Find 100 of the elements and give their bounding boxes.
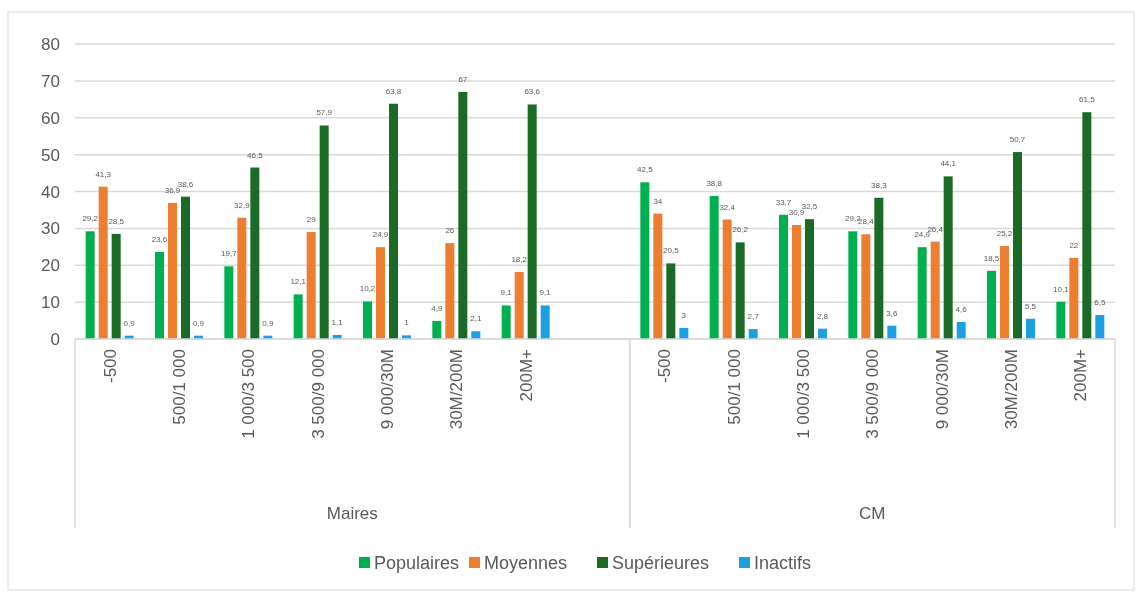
bar bbox=[471, 331, 481, 339]
data-label: 33,7 bbox=[775, 197, 792, 207]
bar bbox=[181, 196, 190, 339]
data-label: 4,6 bbox=[955, 305, 968, 315]
bar bbox=[640, 182, 650, 339]
y-tick-label: 70 bbox=[41, 71, 60, 91]
bar bbox=[237, 217, 247, 339]
data-label: 42,5 bbox=[637, 165, 654, 175]
bar bbox=[98, 186, 108, 339]
data-label: 46,5 bbox=[247, 150, 264, 160]
data-label: 44,1 bbox=[940, 159, 957, 169]
data-label: 12,1 bbox=[290, 277, 307, 287]
data-label: 0,9 bbox=[192, 318, 205, 328]
data-label: 34 bbox=[653, 196, 663, 206]
data-label: 6,5 bbox=[1094, 298, 1106, 308]
bar bbox=[293, 294, 303, 339]
x-tick-label: 3 500/9 000 bbox=[863, 349, 883, 439]
data-label: 24,9 bbox=[372, 230, 389, 240]
data-label: 50,7 bbox=[1009, 135, 1026, 145]
x-tick-label: 3 500/9 000 bbox=[308, 349, 328, 439]
bar bbox=[779, 214, 788, 339]
data-label: 5,5 bbox=[1024, 301, 1037, 311]
data-label: 32,4 bbox=[719, 202, 736, 212]
y-tick-label: 40 bbox=[41, 182, 60, 202]
legend-label: Inactifs bbox=[754, 553, 812, 573]
data-label: 2,7 bbox=[747, 312, 760, 322]
data-label: 0,9 bbox=[262, 318, 274, 328]
y-tick-label: 30 bbox=[41, 219, 60, 239]
data-label: 38,8 bbox=[706, 178, 723, 188]
x-tick-label: 1 000/3 500 bbox=[239, 349, 259, 439]
data-label: 18,2 bbox=[511, 254, 528, 264]
y-tick-label: 50 bbox=[41, 145, 60, 165]
data-label: 10,1 bbox=[1053, 284, 1070, 294]
data-label: 41,3 bbox=[95, 169, 112, 179]
bar bbox=[319, 125, 329, 339]
bar bbox=[389, 103, 398, 339]
data-label: 30,9 bbox=[788, 208, 805, 218]
bar bbox=[1000, 246, 1009, 339]
x-tick-label: 200M+ bbox=[1071, 348, 1091, 402]
bar bbox=[679, 327, 689, 339]
data-label: 23,6 bbox=[151, 234, 168, 244]
data-label: 28,5 bbox=[108, 216, 125, 226]
bar bbox=[956, 322, 966, 339]
bar bbox=[1013, 152, 1022, 339]
bar bbox=[1056, 301, 1066, 339]
data-label: 10,2 bbox=[359, 284, 376, 294]
bar bbox=[987, 270, 996, 339]
bar bbox=[540, 305, 550, 339]
bar bbox=[653, 213, 663, 339]
bar bbox=[943, 176, 953, 339]
data-label: 29 bbox=[306, 215, 317, 225]
data-label: 4,9 bbox=[431, 303, 443, 313]
data-label: 26 bbox=[445, 226, 455, 236]
bar bbox=[722, 219, 732, 339]
x-tick-label: 1 000/3 500 bbox=[794, 349, 813, 439]
bar bbox=[458, 91, 468, 339]
data-label: 28,4 bbox=[858, 217, 875, 227]
data-label: 3,6 bbox=[886, 308, 898, 318]
bar bbox=[792, 225, 801, 339]
data-label: 61,5 bbox=[1079, 95, 1096, 105]
x-tick-label: 30M/200M bbox=[1002, 349, 1021, 430]
data-label: 22 bbox=[1069, 240, 1079, 250]
data-label: 19,7 bbox=[221, 249, 238, 259]
data-label: 18,5 bbox=[983, 253, 1000, 263]
data-label: 26,2 bbox=[732, 225, 749, 235]
legend-label: Moyennes bbox=[484, 553, 568, 573]
data-label: 38,3 bbox=[871, 180, 888, 190]
bar bbox=[514, 271, 524, 339]
data-label: 67 bbox=[458, 74, 468, 84]
bar bbox=[376, 247, 385, 339]
x-tick-label: 9 000/30M bbox=[932, 349, 952, 430]
data-label: 20,5 bbox=[663, 246, 680, 256]
x-tick-label: -500 bbox=[655, 349, 675, 384]
data-label: 3 bbox=[681, 310, 687, 320]
bar bbox=[805, 219, 814, 339]
bar bbox=[735, 242, 745, 339]
bar bbox=[111, 233, 121, 339]
legend-label: Populaires bbox=[374, 553, 460, 573]
data-label: 32,9 bbox=[234, 200, 251, 210]
bar bbox=[1082, 112, 1092, 339]
bar bbox=[666, 263, 676, 339]
data-label: 9,1 bbox=[539, 288, 552, 298]
bar bbox=[250, 167, 260, 339]
data-label: 1 bbox=[404, 318, 410, 328]
y-tick-label: 80 bbox=[41, 35, 60, 54]
bar bbox=[155, 251, 164, 339]
bar bbox=[709, 195, 719, 339]
y-tick-label: 60 bbox=[41, 108, 60, 128]
y-tick-label: 0 bbox=[50, 330, 60, 349]
bar bbox=[861, 234, 871, 339]
bar bbox=[363, 301, 372, 339]
x-tick-label: 500/1 000 bbox=[724, 349, 744, 425]
bar bbox=[527, 104, 537, 339]
bar bbox=[432, 320, 442, 339]
x-tick-label: -500 bbox=[100, 349, 120, 384]
data-label: 25,2 bbox=[996, 229, 1013, 239]
bar bbox=[224, 266, 234, 339]
y-tick-label: 20 bbox=[41, 256, 60, 276]
data-label: 9,1 bbox=[500, 288, 513, 298]
bar bbox=[306, 232, 316, 339]
